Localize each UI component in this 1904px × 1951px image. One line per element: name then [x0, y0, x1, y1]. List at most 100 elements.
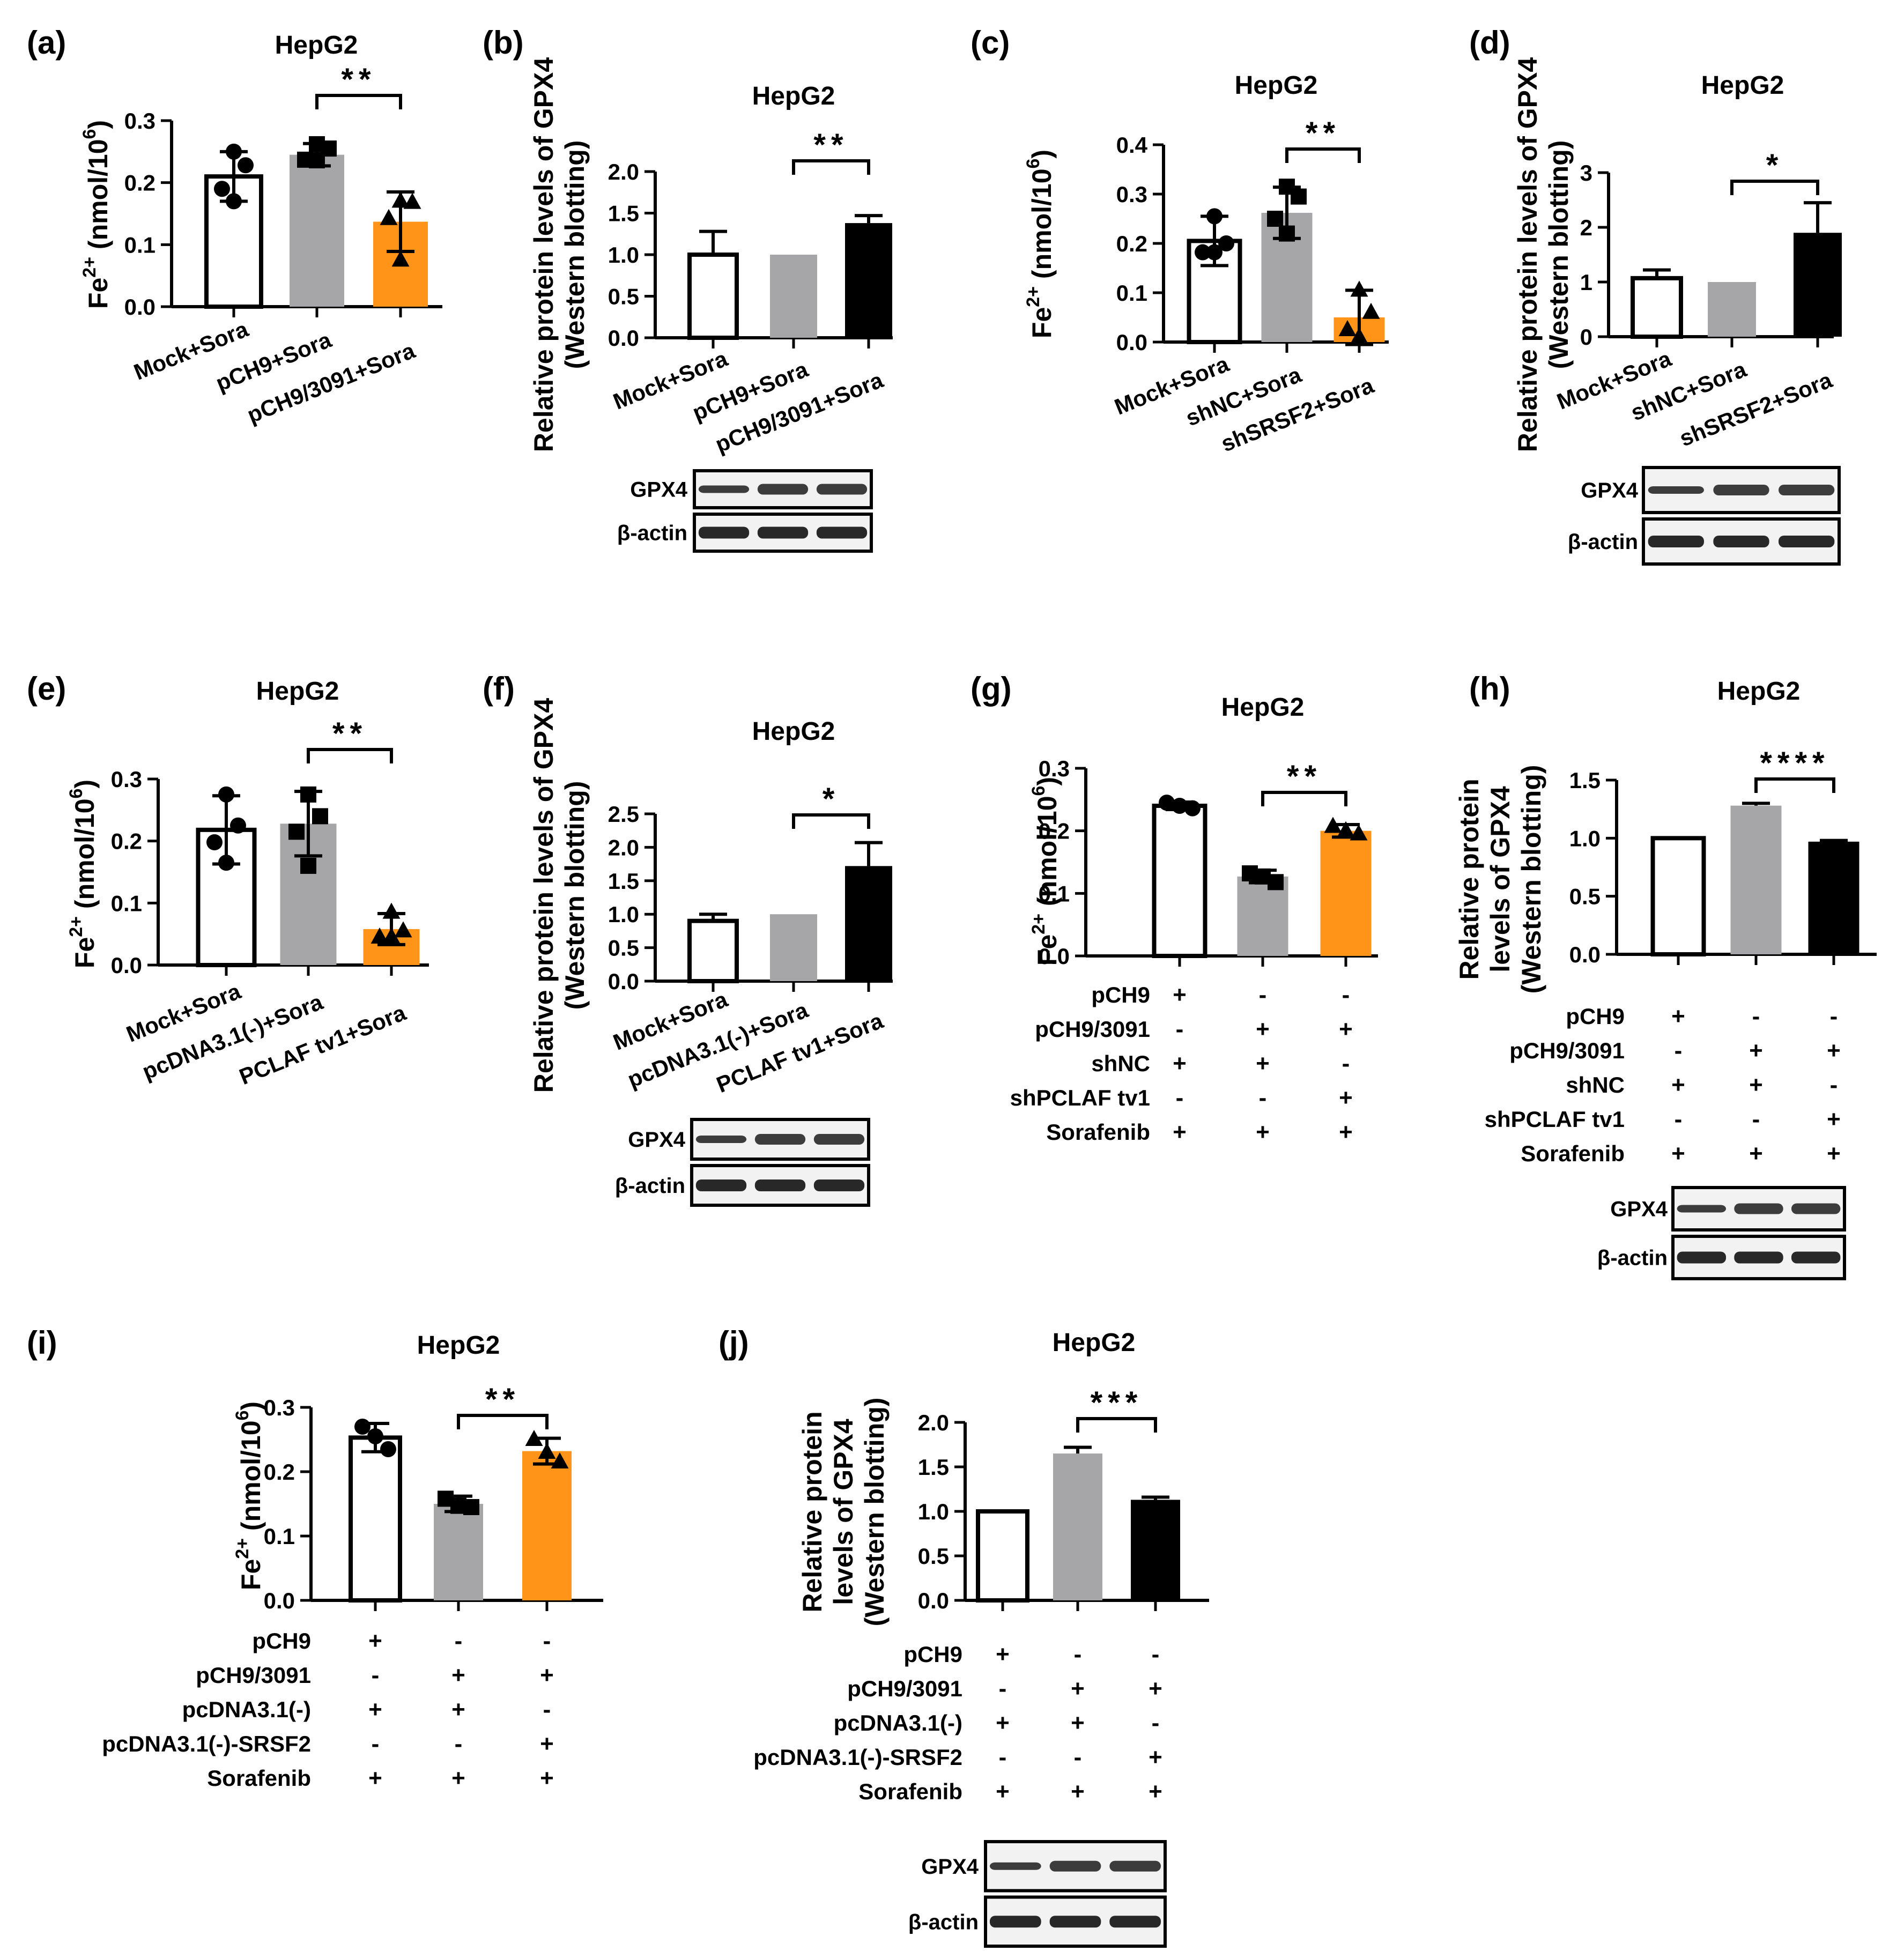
panel-label: (g) — [970, 671, 1012, 707]
bar — [770, 255, 817, 338]
condition-label: pcDNA3.1(-) — [834, 1710, 962, 1735]
data-point-circle — [226, 193, 242, 210]
y-tick-label: 0.1 — [1116, 280, 1147, 306]
y-tick-label: 2.5 — [608, 802, 639, 827]
condition-label: pCH9 — [1566, 1004, 1625, 1029]
bar — [522, 1451, 572, 1600]
y-axis-label-ylabel_main: Fe — [1027, 307, 1057, 338]
y-tick-label: 0.3 — [1116, 182, 1147, 207]
chart-title: HepG2 — [1717, 677, 1801, 706]
y-axis-label-line: Relative protein — [797, 1411, 827, 1612]
y-axis-label-line: levels of GPX4 — [828, 1419, 858, 1605]
condition-label: shPCLAF tv1 — [1010, 1085, 1150, 1110]
panel-label: (b) — [483, 25, 524, 61]
y-axis-label-text: Fe2+ (nmol/106) — [1028, 777, 1062, 966]
data-point-triangle — [551, 1452, 569, 1468]
condition-sign: + — [1749, 1140, 1763, 1167]
data-point-triangle — [1337, 821, 1355, 837]
condition-sign: + — [1339, 1085, 1353, 1111]
condition-label: pCH9 — [252, 1628, 311, 1653]
condition-sign: + — [1071, 1710, 1085, 1736]
condition-sign: + — [996, 1641, 1010, 1667]
panel-b: (b) HepG2 0.0 0.5 1.0 1.5 2.0 Relative protein … — [483, 25, 893, 553]
condition-sign: - — [1259, 982, 1267, 1008]
y-tick-label: 0.1 — [264, 1524, 295, 1549]
condition-label: pcDNA3.1(-) — [182, 1697, 311, 1722]
y-axis-label-line: Relative protein — [1454, 778, 1484, 980]
significance-bracket — [1076, 1417, 1157, 1433]
y-axis-label-line: Relative protein levels of GPX4 — [1513, 57, 1543, 452]
condition-sign: - — [1074, 1641, 1082, 1667]
data-point-circle — [1206, 244, 1223, 261]
condition-sign: + — [540, 1765, 554, 1791]
significance-label: **** — [1760, 746, 1829, 781]
y-tick-label: 0.1 — [1039, 881, 1070, 906]
y-tick-label: 0.0 — [1116, 330, 1147, 355]
significance-bracket — [1261, 791, 1347, 806]
panel-h: (h) HepG2 0.0 0.5 1.0 1.5 Relative protein leve… — [1454, 671, 1877, 1280]
condition-sign: + — [1827, 1140, 1841, 1167]
bar — [349, 1435, 402, 1603]
y-tick-label: 1.0 — [608, 902, 639, 927]
bar — [770, 914, 817, 981]
y-axis-label-text: Fe2+ (nmol/106) — [232, 1401, 266, 1590]
blot-band — [757, 484, 809, 495]
condition-sign: + — [1173, 1119, 1187, 1145]
blot-band — [816, 484, 868, 495]
condition-sign: + — [1749, 1037, 1763, 1064]
bar — [290, 154, 344, 307]
condition-label: Sorafenib — [1521, 1141, 1625, 1166]
data-point-triangle — [380, 209, 398, 225]
data-point-circle — [1172, 798, 1188, 814]
y-axis-label-text: Fe2+ (nmol/106) — [1023, 150, 1057, 338]
blot-band — [1791, 1251, 1841, 1264]
condition-sign: - — [1074, 1744, 1082, 1770]
data-point-triangle — [538, 1443, 556, 1459]
blot-band — [1648, 536, 1704, 547]
data-point-triangle — [525, 1430, 543, 1446]
blot-band — [698, 485, 750, 493]
y-axis-label-text: Fe2+ (nmol/106) — [66, 780, 100, 968]
blot-band — [989, 1862, 1041, 1870]
significance-bracket — [1754, 777, 1835, 793]
bar — [687, 918, 739, 984]
significance-label: ** — [485, 1382, 520, 1417]
y-axis-label-ylabel_close: ) — [1027, 150, 1057, 159]
y-tick-label: 2.0 — [608, 835, 639, 860]
data-point-circle — [1184, 800, 1201, 817]
significance-label: ** — [1287, 759, 1322, 794]
condition-sign: - — [1342, 982, 1350, 1008]
panel-label: (f) — [483, 671, 515, 707]
y-axis-label: Relative protein levels of GPX4 (Western b… — [1454, 765, 1546, 994]
data-point-triangle — [403, 192, 421, 209]
data-point-circle — [230, 817, 246, 834]
condition-sign: - — [999, 1744, 1007, 1770]
y-tick-label: 0 — [1580, 324, 1592, 350]
panel-c: (c) HepG2 0.0 0.1 0.2 0.3 0.4 Fe2+ (nmol/106) **… — [970, 25, 1389, 457]
significance-bracket — [1285, 147, 1361, 163]
y-axis-label-ylabel_close: ) — [236, 1401, 266, 1411]
chart-title: HepG2 — [256, 677, 339, 706]
chart-title: HepG2 — [1053, 1329, 1136, 1357]
y-tick-label: 0.0 — [608, 969, 639, 994]
data-point-triangle — [391, 191, 410, 208]
y-axis-label-line: (Western blotting) — [860, 1398, 890, 1627]
significance-bracket — [315, 94, 402, 109]
y-tick-label: 0.1 — [124, 232, 155, 257]
y-tick-label: 0.5 — [608, 936, 639, 961]
blot-band — [1791, 1203, 1841, 1214]
significance-label: ** — [813, 128, 848, 162]
data-point-square — [300, 786, 316, 803]
condition-sign: + — [1071, 1675, 1085, 1702]
y-tick-label: 2 — [1580, 215, 1592, 240]
condition-label: pCH9/3091 — [196, 1663, 311, 1688]
condition-sign: - — [1152, 1641, 1160, 1667]
y-axis-label-ylabel_sup2: 6 — [66, 789, 86, 799]
y-tick-label: 0.0 — [918, 1588, 949, 1613]
data-point-triangle — [394, 921, 412, 938]
condition-sign: - — [1675, 1037, 1683, 1064]
data-point-circle — [218, 855, 234, 871]
y-tick-label: 0.0 — [1569, 942, 1601, 967]
y-axis-label-ylabel_close: ) — [70, 780, 100, 789]
significance-label: ** — [341, 62, 376, 97]
